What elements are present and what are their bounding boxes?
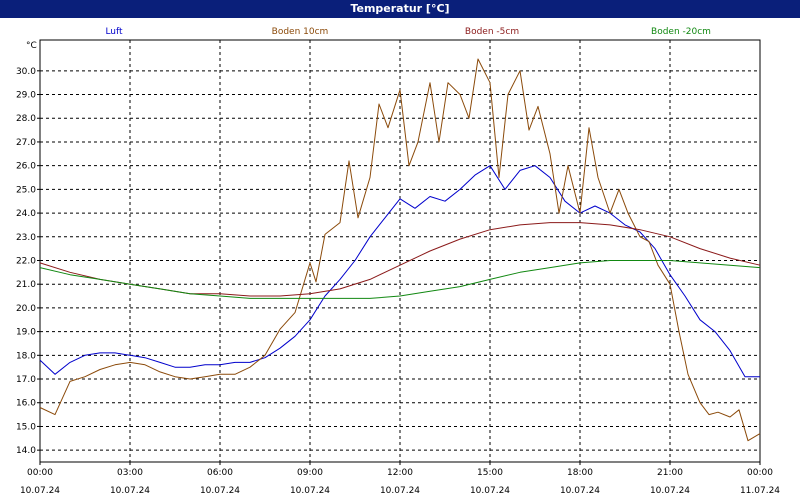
y-tick-label: 26.0 [16,162,36,172]
y-axis-unit-label: °C [26,41,37,51]
y-tick-label: 14.0 [16,446,36,456]
y-tick-label: 15.0 [16,422,36,432]
x-tick-time-label: 18:00 [567,468,593,478]
x-tick-time-label: 12:00 [387,468,413,478]
x-tick-date-label: 10.07.24 [20,486,60,496]
legend: Luft Boden 10cm Boden -5cm Boden -20cm [105,27,711,37]
y-tick-label: 22.0 [16,256,36,266]
x-tick-date-label: 10.07.24 [380,486,420,496]
x-tick-time-label: 03:00 [117,468,143,478]
x-tick-date-label: 10.07.24 [290,486,330,496]
y-tick-label: 16.0 [16,399,36,409]
x-tick-date-label: 10.07.24 [560,486,600,496]
series-line-boden-20cm [39,260,761,299]
y-tick-label: 21.0 [16,280,36,290]
series-lines [39,58,761,442]
legend-entry: Boden -20cm [651,27,711,37]
y-tick-label: 24.0 [16,209,36,219]
x-tick-time-label: 09:00 [297,468,323,478]
y-tick-label: 28.0 [16,114,36,124]
x-tick-time-label: 15:00 [477,468,503,478]
series-line-boden-10cm [39,58,761,442]
x-tick-time-label: 00:00 [27,468,53,478]
y-tick-label: 20.0 [16,304,36,314]
y-tick-label: 17.0 [16,375,36,385]
x-tick-date-label: 10.07.24 [650,486,690,496]
x-tick-date-label: 10.07.24 [470,486,510,496]
x-tick-time-label: 00:00 [747,468,773,478]
x-tick-date-label: 11.07.24 [740,486,780,496]
x-axis: 00:00 10.07.24 03:00 10.07.24 06:00 10.07.24 0… [20,462,780,496]
x-tick-time-label: 21:00 [657,468,683,478]
y-tick-label: 27.0 [16,138,36,148]
y-tick-label: 29.0 [16,91,36,101]
y-tick-label: 25.0 [16,185,36,195]
y-tick-label: 23.0 [16,233,36,243]
window-title: Temperatur [°C] [0,0,800,18]
x-tick-date-label: 10.07.24 [110,486,150,496]
y-tick-label: 18.0 [16,351,36,361]
y-axis: 14.0 15.0 16.0 17.0 18.0 19.0 20.0 21.0 22.0 23.0… [16,67,40,456]
legend-entry: Boden 10cm [272,27,329,37]
x-tick-time-label: 06:00 [207,468,233,478]
y-tick-label: 30.0 [16,67,36,77]
series-line-luft [39,165,760,378]
x-tick-date-label: 10.07.24 [200,486,240,496]
y-tick-label: 19.0 [16,328,36,338]
legend-entry: Boden -5cm [465,27,519,37]
legend-entry: Luft [105,27,123,37]
